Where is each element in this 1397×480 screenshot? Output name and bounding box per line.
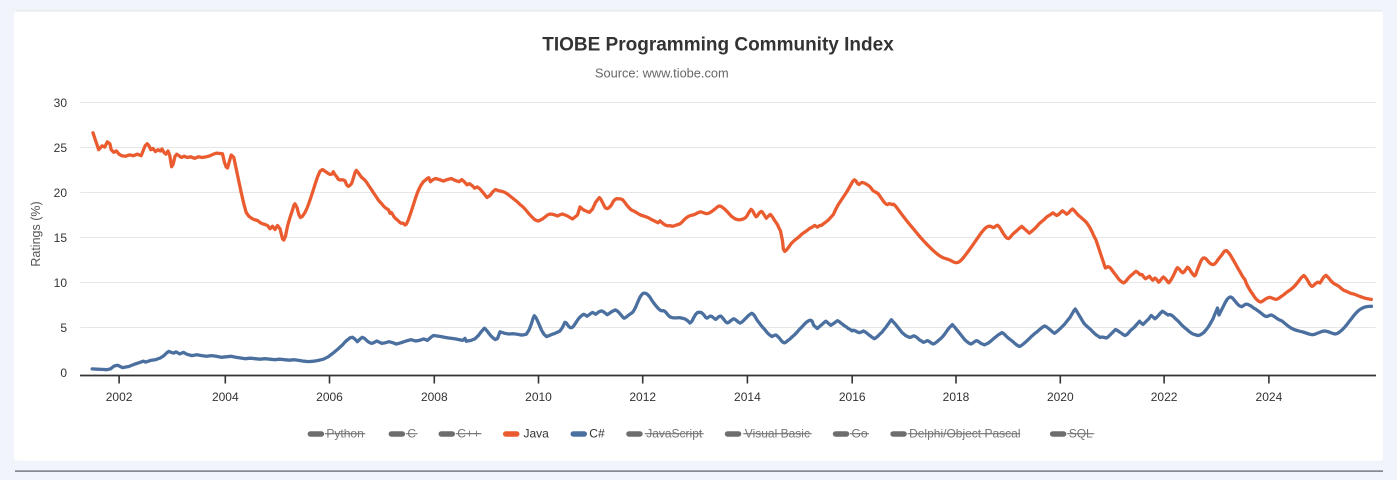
svg-text:2006: 2006 xyxy=(316,390,343,404)
svg-text:2008: 2008 xyxy=(421,390,448,404)
svg-text:Source: www.tiobe.com: Source: www.tiobe.com xyxy=(595,66,729,81)
svg-text:2010: 2010 xyxy=(525,390,552,404)
svg-text:25: 25 xyxy=(54,141,68,155)
svg-text:Java: Java xyxy=(524,426,550,440)
svg-text:2014: 2014 xyxy=(734,390,761,404)
svg-text:5: 5 xyxy=(60,321,67,335)
svg-text:15: 15 xyxy=(54,231,68,245)
svg-text:Ratings (%): Ratings (%) xyxy=(29,201,43,266)
svg-text:0: 0 xyxy=(60,366,67,380)
svg-text:10: 10 xyxy=(54,276,68,290)
svg-text:2012: 2012 xyxy=(629,390,656,404)
svg-text:C#: C# xyxy=(589,426,605,440)
svg-text:2004: 2004 xyxy=(212,390,239,404)
svg-text:2016: 2016 xyxy=(839,390,866,404)
svg-text:20: 20 xyxy=(54,186,68,200)
svg-text:TIOBE Programming Community In: TIOBE Programming Community Index xyxy=(542,35,894,56)
svg-text:2020: 2020 xyxy=(1047,390,1074,404)
svg-text:2024: 2024 xyxy=(1256,390,1283,404)
svg-text:2002: 2002 xyxy=(106,390,133,404)
svg-text:30: 30 xyxy=(54,96,68,110)
svg-text:2018: 2018 xyxy=(943,390,970,404)
svg-text:2022: 2022 xyxy=(1151,390,1178,404)
